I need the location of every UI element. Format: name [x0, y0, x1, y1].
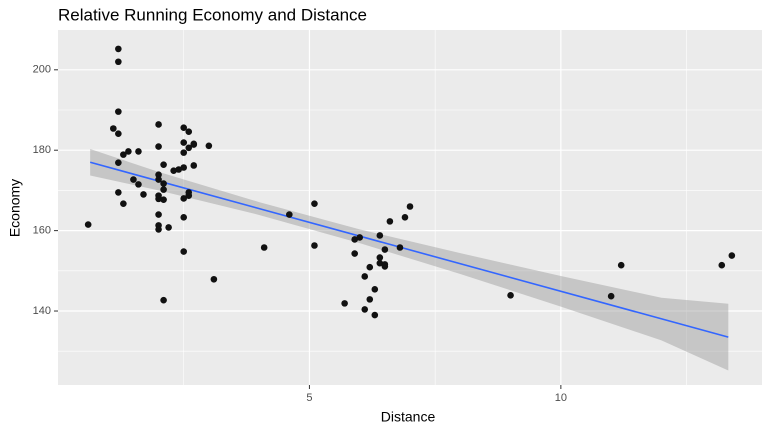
point: [180, 124, 188, 131]
point: [205, 142, 213, 150]
point: [371, 286, 379, 293]
point: [210, 275, 218, 283]
point: [115, 130, 122, 138]
x-tick-label: 5: [306, 392, 312, 404]
point: [180, 164, 188, 171]
y-tick-label: 160: [33, 225, 51, 237]
point: [185, 144, 193, 152]
point: [401, 214, 409, 221]
point: [381, 261, 389, 268]
point: [406, 203, 414, 210]
point: [356, 234, 364, 241]
point: [135, 148, 142, 155]
point: [115, 159, 122, 166]
point: [728, 252, 736, 259]
point: [155, 121, 162, 128]
point: [185, 128, 193, 136]
point: [180, 139, 188, 146]
point: [160, 186, 167, 193]
point: [155, 171, 162, 179]
chart-title: Relative Running Economy and Distance: [58, 5, 367, 24]
y-axis-label: Economy: [7, 179, 23, 237]
point: [617, 261, 625, 269]
point: [351, 236, 358, 243]
point: [115, 108, 122, 115]
point: [155, 195, 162, 203]
confidence-band: [90, 149, 729, 371]
point: [718, 261, 726, 269]
point: [155, 143, 162, 150]
point: [165, 224, 172, 231]
point: [185, 189, 193, 196]
point: [341, 300, 348, 307]
point: [115, 58, 122, 66]
y-tick-label: 140: [33, 305, 51, 317]
point: [120, 151, 127, 158]
point: [160, 161, 167, 168]
point: [371, 311, 379, 319]
point: [135, 181, 142, 188]
point: [361, 273, 369, 280]
point: [84, 221, 92, 228]
y-tick-label: 200: [33, 64, 51, 76]
point: [115, 189, 122, 196]
point: [125, 148, 132, 155]
point: [386, 218, 394, 225]
point: [155, 226, 162, 233]
point: [311, 200, 318, 207]
fit-line: [89, 161, 729, 338]
point: [180, 149, 188, 156]
point: [311, 242, 318, 249]
point: [190, 162, 198, 169]
point: [175, 166, 182, 173]
point: [507, 292, 514, 299]
point: [115, 45, 122, 53]
point: [140, 191, 147, 198]
point: [180, 195, 188, 202]
point: [155, 176, 162, 183]
point: [155, 211, 162, 218]
point: [376, 232, 384, 239]
point: [110, 125, 117, 132]
point: [160, 296, 167, 304]
point: [130, 176, 137, 183]
point: [160, 180, 167, 187]
point: [180, 214, 188, 221]
point: [376, 254, 384, 261]
point: [396, 244, 404, 251]
point: [180, 248, 188, 255]
point: [170, 167, 177, 175]
point: [361, 306, 369, 313]
point: [190, 140, 198, 148]
point: [260, 244, 268, 251]
point: [351, 250, 358, 257]
point: [607, 292, 615, 300]
point: [366, 296, 374, 303]
point: [366, 263, 374, 271]
point: [286, 211, 293, 218]
point: [160, 196, 167, 203]
x-tick-label: 10: [555, 392, 567, 404]
y-tick-label: 180: [33, 144, 51, 156]
x-axis-label: Distance: [381, 409, 436, 425]
point: [381, 246, 389, 253]
point: [376, 259, 384, 267]
point: [120, 200, 127, 207]
